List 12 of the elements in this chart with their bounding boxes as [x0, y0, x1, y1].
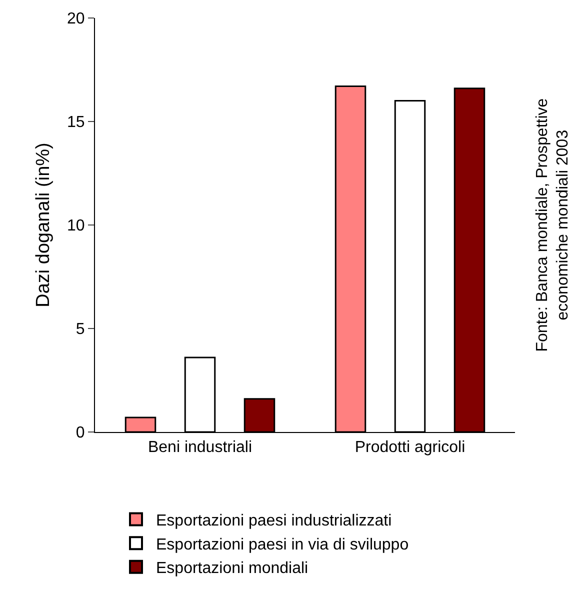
x-tick-label: Beni industriali [148, 439, 252, 456]
y-tick-label: 20 [67, 10, 85, 28]
y-tick-label: 10 [67, 218, 85, 235]
y-axis-title: Dazi doganali (in%) [32, 142, 54, 308]
y-tick-label: 5 [76, 321, 85, 338]
legend-label: Esportazioni paesi in via di sviluppo [156, 536, 409, 554]
x-tick-label: Prodotti agricoli [354, 439, 466, 456]
source-note: Fonte: Banca mondiale, Prospettive economiche mondiali 2003 [534, 98, 572, 352]
legend-label: Esportazioni mondiali [156, 560, 308, 578]
y-tick-label: 15 [67, 114, 85, 132]
legend-label: Esportazioni paesi industrializzati [156, 512, 392, 530]
y-tick-label: 0 [76, 424, 85, 442]
